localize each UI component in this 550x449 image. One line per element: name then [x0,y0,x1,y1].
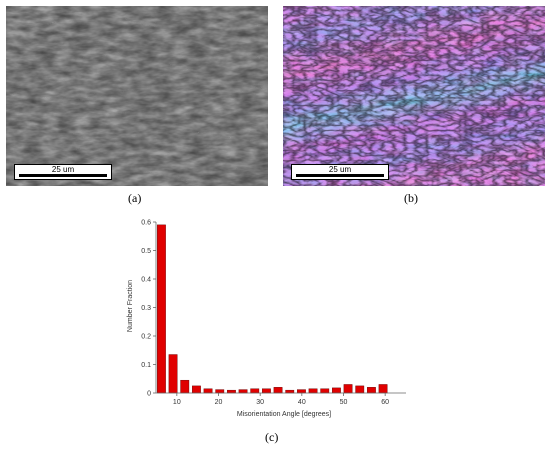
scale-label-a: 25 um [51,165,75,174]
x-axis-label: Misorientation Angle [degrees] [237,411,331,418]
histogram-bar [168,354,178,394]
y-tick-label: 0.4 [141,277,151,284]
scale-bar-a: 25 um [14,164,112,180]
plot-area: 0 0.1 0.2 0.3 0.4 0.5 0.6 10 20 30 40 50 60 [141,220,406,406]
histogram-bar [238,389,248,394]
histogram-bar [297,389,306,394]
y-tick-label: 0 [147,391,151,398]
scale-bar-b: 25 um [291,164,389,180]
histogram-bar [262,388,271,394]
x-tick-label: 10 [173,399,181,406]
x-tick-label: 50 [340,399,348,406]
histogram-bar [367,387,376,394]
histogram-bar [343,384,353,394]
histogram-bar [227,389,236,394]
histogram-bar [285,389,295,394]
y-tick-label: 0.5 [141,248,151,255]
caption-b: (b) [404,191,418,205]
y-tick-label: 0.1 [141,362,151,369]
histogram-bar [192,385,201,394]
histogram-bar [203,388,213,394]
misorientation-histogram: Number Fraction Misorientation Angle [de… [127,220,406,418]
sem-texture [6,6,268,186]
x-tick-label: 30 [256,399,264,406]
caption-c: (c) [265,430,279,444]
histogram-bar [320,388,330,394]
scale-label-b: 25 um [328,165,352,174]
histogram-bar [273,387,283,394]
histogram-bar [250,388,260,394]
histogram-bar [378,384,388,394]
y-tick-label: 0.3 [141,305,151,312]
sem-micrograph: 25 um [6,6,268,186]
y-tick-label: 0.2 [141,334,151,341]
histogram-bar [180,379,190,394]
histogram-bar [332,387,341,394]
histogram-bar [157,224,166,394]
x-tick-label: 60 [381,399,389,406]
ebsd-texture [283,6,545,186]
histogram-bar [308,388,318,394]
x-tick-label: 40 [298,399,306,406]
y-axis-label: Number Fraction [127,280,134,332]
caption-a: (a) [128,191,142,205]
ebsd-orientation-map: 25 um [283,6,545,186]
histogram-bar [355,385,365,394]
histogram-bar [215,389,225,394]
x-tick-label: 20 [215,399,223,406]
y-tick-label: 0.6 [141,220,151,227]
